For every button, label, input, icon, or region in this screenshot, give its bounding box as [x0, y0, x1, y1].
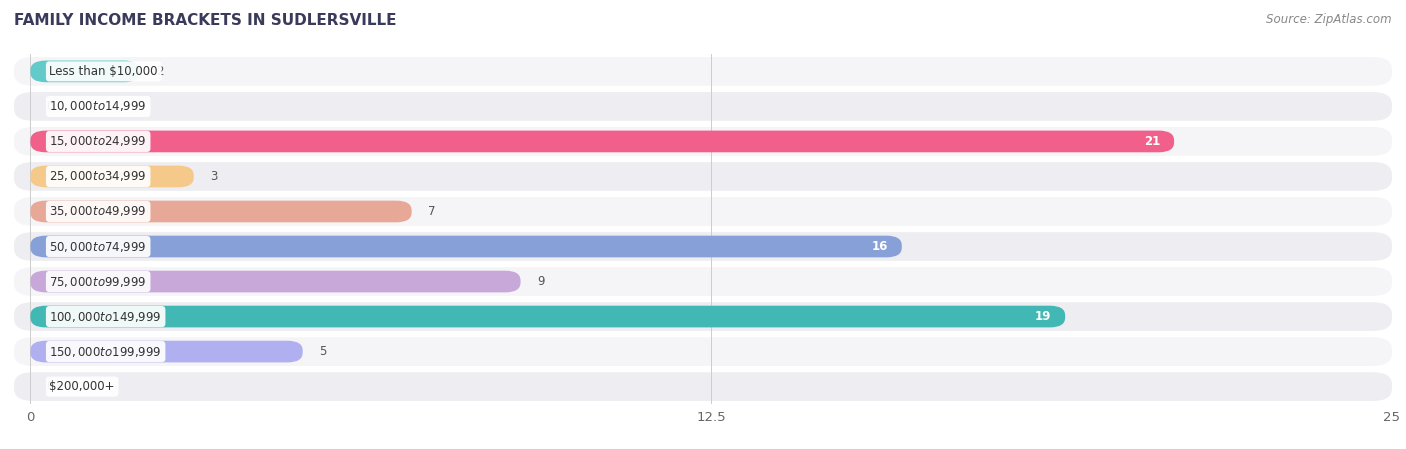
Text: 7: 7 [427, 205, 436, 218]
FancyBboxPatch shape [14, 267, 1392, 296]
FancyBboxPatch shape [14, 197, 1392, 226]
FancyBboxPatch shape [31, 341, 302, 362]
Text: 19: 19 [1035, 310, 1052, 323]
Text: FAMILY INCOME BRACKETS IN SUDLERSVILLE: FAMILY INCOME BRACKETS IN SUDLERSVILLE [14, 13, 396, 28]
Text: $50,000 to $74,999: $50,000 to $74,999 [49, 239, 146, 254]
Text: $100,000 to $149,999: $100,000 to $149,999 [49, 309, 162, 324]
FancyBboxPatch shape [31, 271, 520, 292]
FancyBboxPatch shape [31, 306, 1066, 327]
FancyBboxPatch shape [31, 61, 139, 82]
FancyBboxPatch shape [31, 131, 1174, 152]
Text: 2: 2 [156, 65, 163, 78]
FancyBboxPatch shape [14, 337, 1392, 366]
Text: Source: ZipAtlas.com: Source: ZipAtlas.com [1267, 13, 1392, 26]
FancyBboxPatch shape [14, 127, 1392, 156]
Text: $200,000+: $200,000+ [49, 380, 115, 393]
FancyBboxPatch shape [14, 57, 1392, 86]
Text: 21: 21 [1144, 135, 1160, 148]
Text: Less than $10,000: Less than $10,000 [49, 65, 157, 78]
Text: 0: 0 [46, 100, 53, 113]
Text: 0: 0 [46, 380, 53, 393]
FancyBboxPatch shape [14, 232, 1392, 261]
Text: 9: 9 [537, 275, 544, 288]
Text: $75,000 to $99,999: $75,000 to $99,999 [49, 274, 146, 289]
Text: $25,000 to $34,999: $25,000 to $34,999 [49, 169, 146, 184]
Text: $35,000 to $49,999: $35,000 to $49,999 [49, 204, 146, 219]
Text: $15,000 to $24,999: $15,000 to $24,999 [49, 134, 146, 149]
Text: $150,000 to $199,999: $150,000 to $199,999 [49, 344, 162, 359]
FancyBboxPatch shape [14, 372, 1392, 401]
Text: 5: 5 [319, 345, 326, 358]
Text: $10,000 to $14,999: $10,000 to $14,999 [49, 99, 146, 114]
FancyBboxPatch shape [14, 162, 1392, 191]
FancyBboxPatch shape [31, 166, 194, 187]
Text: 3: 3 [209, 170, 218, 183]
Text: 16: 16 [872, 240, 889, 253]
FancyBboxPatch shape [31, 201, 412, 222]
FancyBboxPatch shape [14, 92, 1392, 121]
FancyBboxPatch shape [14, 302, 1392, 331]
FancyBboxPatch shape [31, 236, 901, 257]
